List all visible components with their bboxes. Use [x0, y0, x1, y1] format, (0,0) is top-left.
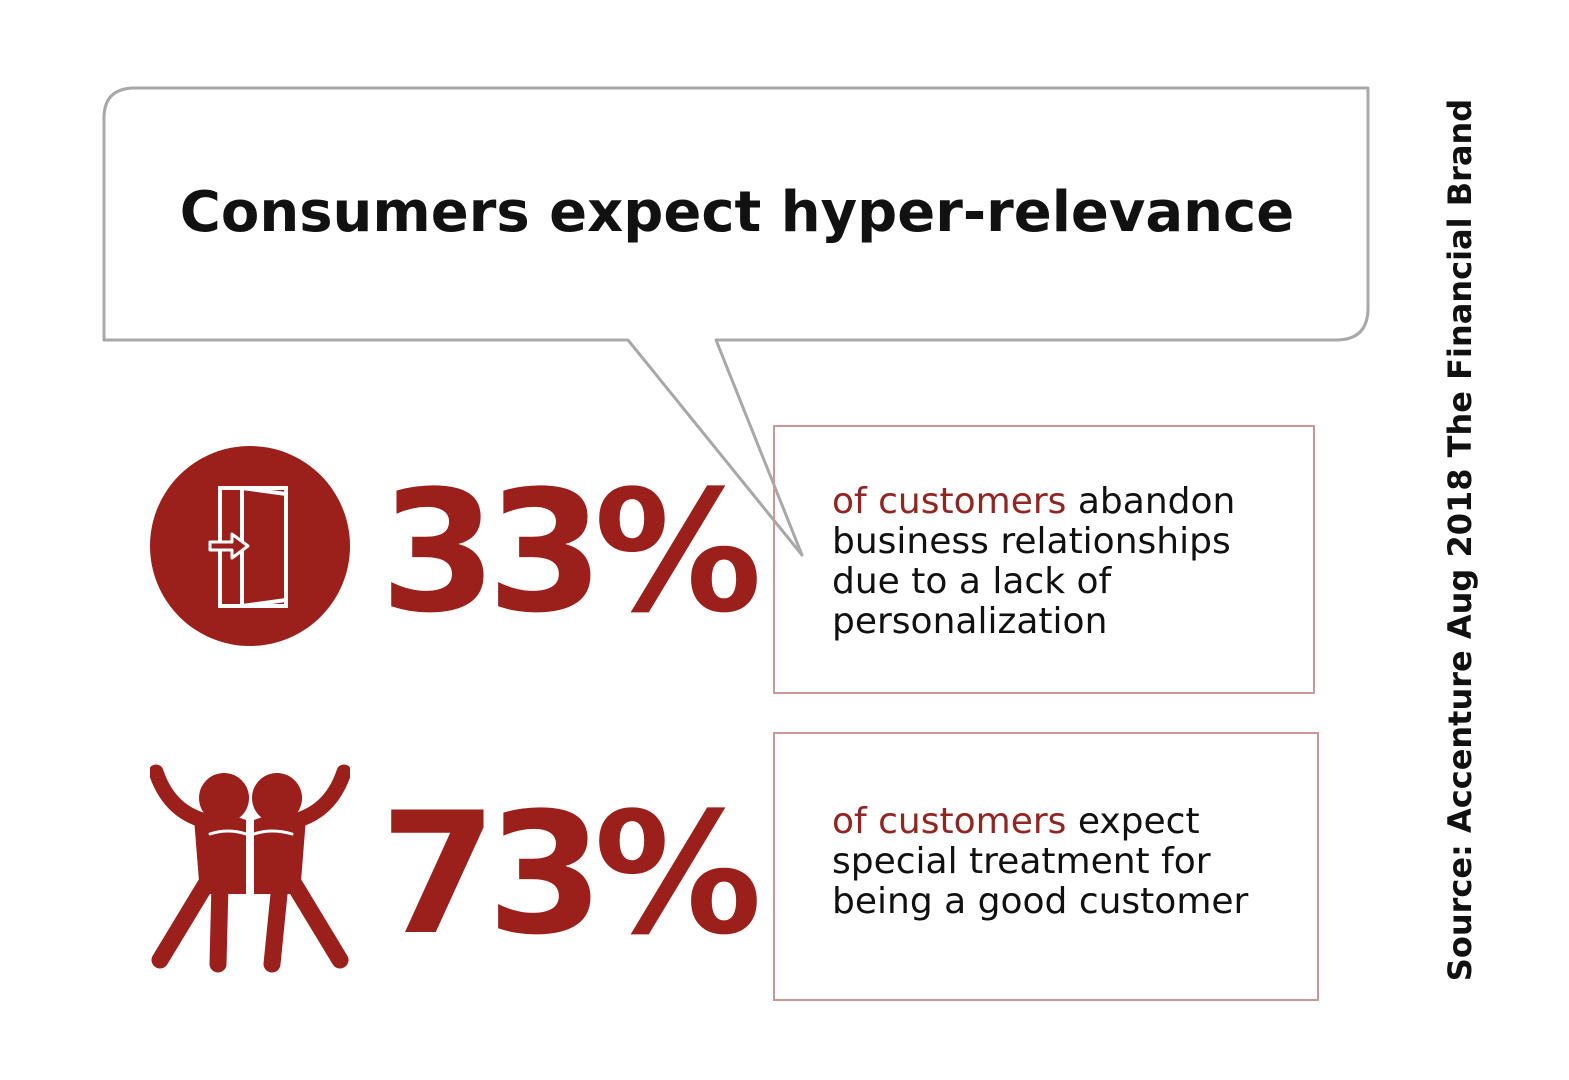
stat-percent-73: 73% — [380, 776, 762, 972]
stat-percent-33: 33% — [380, 454, 762, 650]
stat-box-1 — [773, 425, 1315, 694]
source-credit: Source: Accenture Aug 2018 The Financial… — [1441, 98, 1479, 982]
stat-highlight: of customers — [832, 481, 1067, 522]
headline: Consumers expect hyper-relevance — [179, 180, 1295, 245]
stat-text-2-line1: of customers expect — [832, 801, 1200, 842]
stat-text-1-line1: of customers abandon — [832, 481, 1236, 522]
stat-text-1: of customers abandon business relationsh… — [832, 482, 1235, 642]
stat-box-2 — [773, 732, 1319, 1001]
stat-text-2-line3: being a good customer — [832, 881, 1249, 922]
stat-text-2-line2: special treatment for — [832, 841, 1211, 882]
cheering-people-icon — [150, 764, 350, 973]
door-exit-icon — [150, 446, 350, 646]
stat-text-1-line3: due to a lack of — [832, 561, 1112, 602]
stat-text-2: of customers expect special treatment fo… — [832, 802, 1248, 922]
stat-text-1-line2: business relationships — [832, 521, 1231, 562]
stat-highlight: of customers — [832, 801, 1067, 842]
stat-text-1-line4: personalization — [832, 601, 1108, 642]
